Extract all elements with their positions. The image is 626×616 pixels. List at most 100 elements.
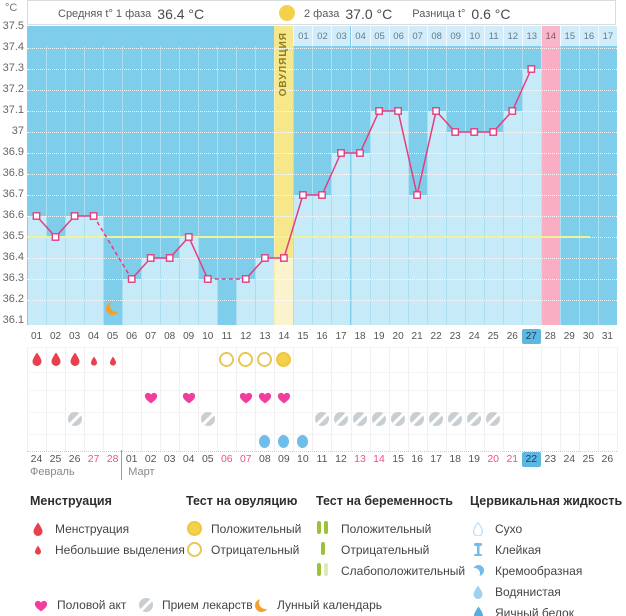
phase2-average: 2 фаза 37.0 °C Разница t° 0.6 °C xyxy=(304,1,510,26)
legend-item: Слабоположительный xyxy=(316,560,465,581)
cycle-day-label: 17 xyxy=(335,331,347,342)
row-grid-line xyxy=(255,347,256,452)
temp-point[interactable] xyxy=(89,212,98,220)
ovulation-day-column xyxy=(274,26,294,325)
phase1-value: 36.4 °C xyxy=(157,5,205,22)
temp-point[interactable] xyxy=(413,191,421,199)
cycle-day-label: 20 xyxy=(392,331,404,342)
temp-point[interactable] xyxy=(146,254,155,262)
temp-point[interactable] xyxy=(260,254,269,262)
row-grid-line xyxy=(274,347,275,452)
temp-point[interactable] xyxy=(165,254,174,262)
coverline xyxy=(27,236,590,238)
temp-point[interactable] xyxy=(318,191,326,199)
temp-point[interactable] xyxy=(489,128,498,136)
temp-point[interactable] xyxy=(127,275,136,283)
intercourse-heart-icon xyxy=(179,388,198,406)
event-rows-and-calendar: 01 02 03 04 05 06 07 08 09 10 11 12 13 14 15 16 17 18 19 20… xyxy=(0,325,626,490)
legend-menstruation-title: Менструация xyxy=(30,494,112,508)
calendar-date-label: 06 xyxy=(220,453,233,465)
temperature-bar xyxy=(503,111,522,325)
pregnancy-test-negative-icon xyxy=(316,541,332,558)
moon-icon xyxy=(253,599,269,612)
intercourse-heart-icon xyxy=(141,388,160,406)
day-column-separator xyxy=(522,46,523,325)
cervical-eggwhite-icon xyxy=(470,606,486,616)
phase1-label: Средняя t° 1 фаза xyxy=(58,7,152,20)
gridline xyxy=(27,216,617,217)
cycle-day-label: 13 xyxy=(259,331,271,342)
temp-point[interactable] xyxy=(470,128,479,136)
temp-point[interactable] xyxy=(51,233,60,241)
dpo-day-cell: 02 xyxy=(312,26,332,46)
dpo-day-cell: 14 xyxy=(540,26,560,46)
day-column-separator xyxy=(274,46,275,325)
temp-point[interactable] xyxy=(508,107,517,115)
cycle-day-label: 31 xyxy=(601,331,613,342)
medication-pill-icon xyxy=(332,410,351,428)
row-grid-line xyxy=(579,347,580,452)
temp-point[interactable] xyxy=(241,275,250,283)
calendar-date-label: 02 xyxy=(144,453,157,465)
temp-point[interactable] xyxy=(432,107,440,115)
legend-ovulation-test-title: Тест на овуляцию xyxy=(186,494,298,508)
temp-point[interactable] xyxy=(337,149,345,157)
calendar-date-label: 28 xyxy=(106,453,119,465)
cycle-day-label: 26 xyxy=(506,331,518,342)
temp-point[interactable] xyxy=(375,107,383,115)
dpo-day-cell: 11 xyxy=(483,26,503,46)
calendar-date-label: 09 xyxy=(278,453,290,465)
cycle-day-label: 01 xyxy=(30,331,43,342)
gridline xyxy=(27,258,617,259)
y-axis-tick-label: 36.7 xyxy=(2,188,24,200)
phase2-value: 37.0 °C xyxy=(345,5,393,22)
calendar-date-label: 25 xyxy=(49,453,62,465)
temp-point[interactable] xyxy=(70,212,79,220)
cycle-day-label: 12 xyxy=(240,331,252,342)
temp-point[interactable] xyxy=(451,128,460,136)
cycle-day-label: 03 xyxy=(69,331,81,342)
dpo-day-cell: 08 xyxy=(426,26,446,46)
cervical-dry-icon xyxy=(470,521,486,536)
dpo-day-cell: 06 xyxy=(388,26,408,46)
temp-point[interactable] xyxy=(394,107,402,115)
medication-pill-icon xyxy=(484,410,503,428)
gridline xyxy=(27,69,617,70)
ovulation-test-positive-icon xyxy=(279,5,295,21)
legend-item: Отрицательный xyxy=(316,539,465,560)
summary-header: Средняя t° 1 фаза 36.4 °C 2 фаза 37.0 °C… xyxy=(27,0,616,25)
temperature-bar xyxy=(389,111,408,325)
temp-point[interactable] xyxy=(32,212,41,220)
temperature-bar xyxy=(275,258,294,325)
row-grid-line xyxy=(27,347,617,348)
calendar-date-label: 26 xyxy=(601,453,614,465)
temperature-bar xyxy=(142,258,161,325)
row-grid-line xyxy=(351,347,352,452)
temp-point[interactable] xyxy=(527,65,536,73)
temp-point[interactable] xyxy=(279,254,288,262)
day-column-separator xyxy=(198,46,199,325)
day-column-separator xyxy=(446,46,447,325)
y-axis-tick-label: 36.6 xyxy=(2,209,24,221)
intercourse-heart-icon xyxy=(255,388,274,406)
row-grid-line xyxy=(46,347,47,452)
row-grid-line xyxy=(389,347,390,452)
temperature-bar xyxy=(85,216,104,325)
temp-point[interactable] xyxy=(203,275,212,283)
temp-point[interactable] xyxy=(184,233,193,241)
legend-medication: Прием лекарств xyxy=(138,598,253,612)
temp-point[interactable] xyxy=(356,149,364,157)
row-grid-line xyxy=(484,347,485,452)
medication-pill-icon xyxy=(198,410,217,428)
y-axis-tick-label: 36.3 xyxy=(2,272,24,284)
cycle-day-label: 14 xyxy=(278,331,290,342)
legend-lunar: Лунный календарь xyxy=(253,598,382,612)
cycle-day-label: 11 xyxy=(221,331,232,342)
day-column-separator xyxy=(503,46,504,325)
y-axis-unit-label: °C xyxy=(5,2,18,14)
intercourse-heart-icon xyxy=(33,599,49,612)
temperature-bar xyxy=(370,111,389,325)
temp-point[interactable] xyxy=(299,191,307,199)
medication-pill-icon xyxy=(446,410,465,428)
legend-cervical-fluid: Цервикальная жидкость Сухо Клейкая Кремо… xyxy=(470,494,622,616)
